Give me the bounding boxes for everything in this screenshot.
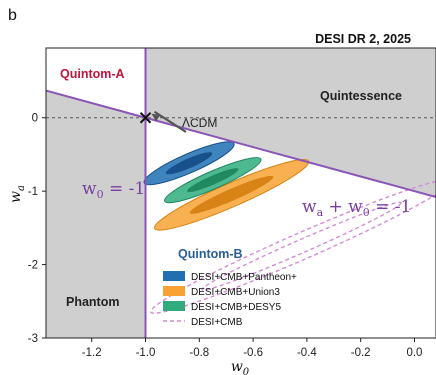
region-label-quintessence: Quintessence bbox=[320, 89, 402, 103]
x-tick-label: 0.0 bbox=[406, 347, 422, 359]
y-tick-label: -3 bbox=[28, 333, 38, 345]
x-tick-label: -0.6 bbox=[243, 347, 263, 359]
y-tick-label: -1 bbox=[28, 186, 38, 198]
desi-cmb-1sigma-contour bbox=[201, 201, 402, 291]
region-label-quintom-a: Quintom-A bbox=[60, 67, 125, 81]
lcdm-label: ΛCDM bbox=[182, 116, 217, 130]
region-label-quintom-b: Quintom-B bbox=[178, 247, 243, 261]
desi-cmb-union3-1sigma-contour bbox=[189, 175, 274, 214]
x-tick-label: -1.2 bbox=[82, 347, 102, 359]
y-ticks: 0 -1 -2 -3 bbox=[28, 113, 46, 345]
legend-swatch-desi-cmb-desy5 bbox=[163, 301, 185, 311]
line-label-w0: w0 = -1 bbox=[82, 179, 145, 201]
legend-label-desi-cmb-union3: DESI+CMB+Union3 bbox=[191, 287, 280, 298]
wa-plus-w0-eq-minus-1-line bbox=[46, 89, 436, 199]
legend-label-desi-cmb-pantheon-: DESI+CMB+Pantheon+ bbox=[191, 272, 297, 283]
phantom-shaded-region bbox=[46, 90, 146, 338]
quintessence-shaded-region bbox=[145, 48, 436, 198]
x-axis-label: w0 bbox=[231, 359, 250, 375]
legend-label-desi-cmb-desy5: DESI+CMB+DESY5 bbox=[191, 302, 281, 313]
lcdm-arrowhead bbox=[151, 113, 161, 122]
region-label-phantom: Phantom bbox=[66, 295, 119, 309]
line-label-wa-plus-w0: wa + w0 = -1 bbox=[302, 197, 411, 219]
lcdm-marker bbox=[139, 112, 152, 124]
y-axis-label: wa bbox=[8, 185, 27, 203]
desi-cmb-desy5-1sigma-contour bbox=[187, 168, 239, 193]
x-tick-label: -0.4 bbox=[297, 347, 317, 359]
legend-label-desi-cmb: DESI+CMB bbox=[191, 317, 243, 328]
panel-label: b bbox=[8, 7, 17, 24]
y-tick-label: 0 bbox=[32, 113, 38, 125]
chart-title: DESI DR 2, 2025 bbox=[315, 32, 411, 46]
x-tick-label: -0.2 bbox=[351, 347, 371, 359]
y-tick-label: -2 bbox=[28, 260, 38, 272]
plot-frame bbox=[45, 47, 436, 339]
x-tick-label: -1.0 bbox=[136, 347, 156, 359]
legend-swatch-desi-cmb-pantheon- bbox=[163, 271, 185, 281]
x-tick-label: -0.8 bbox=[189, 347, 209, 359]
desi-cmb-pantheon--1sigma-contour bbox=[165, 152, 213, 175]
x-ticks: -1.2 -1.0 -0.8 -0.6 -0.4 -0.2 0.0 bbox=[82, 338, 422, 359]
legend-swatch-desi-cmb-union3 bbox=[163, 286, 185, 296]
contours-layer bbox=[143, 141, 436, 314]
desi-cmb-2sigma-contour bbox=[149, 178, 436, 314]
legend: DESI+CMB+Pantheon+ DESI+CMB+Union3 DESI+CM… bbox=[163, 271, 297, 328]
